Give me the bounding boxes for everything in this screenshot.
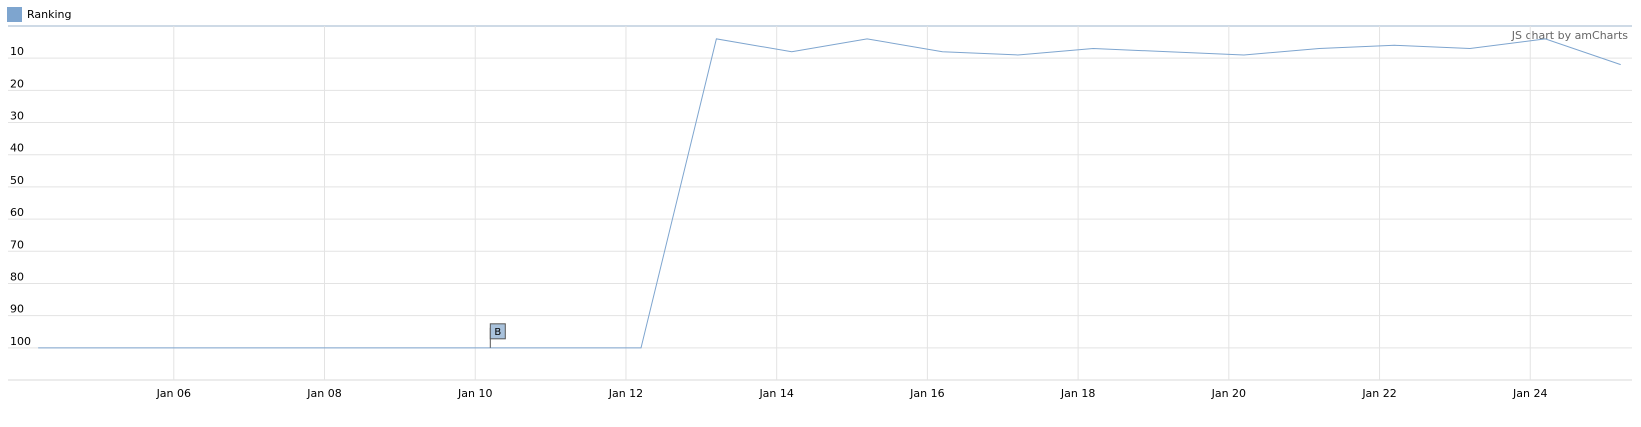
x-tick-label: Jan 10: [457, 387, 492, 400]
y-tick-label: 70: [10, 238, 24, 251]
event-flag-label: B: [494, 327, 501, 338]
x-tick-label: Jan 12: [608, 387, 643, 400]
y-tick-label: 10: [10, 45, 24, 58]
y-tick-label: 80: [10, 270, 24, 283]
x-tick-label: Jan 06: [156, 387, 191, 400]
x-tick-label: Jan 22: [1361, 387, 1396, 400]
legend-swatch: [7, 7, 22, 22]
x-tick-label: Jan 14: [758, 387, 793, 400]
x-tick-label: Jan 18: [1060, 387, 1095, 400]
x-tick-label: Jan 24: [1512, 387, 1547, 400]
x-tick-label: Jan 08: [306, 387, 341, 400]
legend-label: Ranking: [27, 8, 72, 21]
y-tick-label: 60: [10, 206, 24, 219]
y-tick-label: 90: [10, 303, 24, 316]
series-line: [38, 38, 1621, 349]
y-tick-label: 20: [10, 77, 24, 90]
x-tick-label: Jan 16: [909, 387, 944, 400]
credit: JS chart by amCharts: [1511, 29, 1628, 42]
y-tick-label: 100: [10, 335, 31, 348]
y-tick-label: 50: [10, 174, 24, 187]
y-tick-label: 30: [10, 110, 24, 123]
x-tick-label: Jan 20: [1211, 387, 1246, 400]
event-flag: [489, 323, 506, 340]
y-tick-label: 40: [10, 142, 24, 155]
